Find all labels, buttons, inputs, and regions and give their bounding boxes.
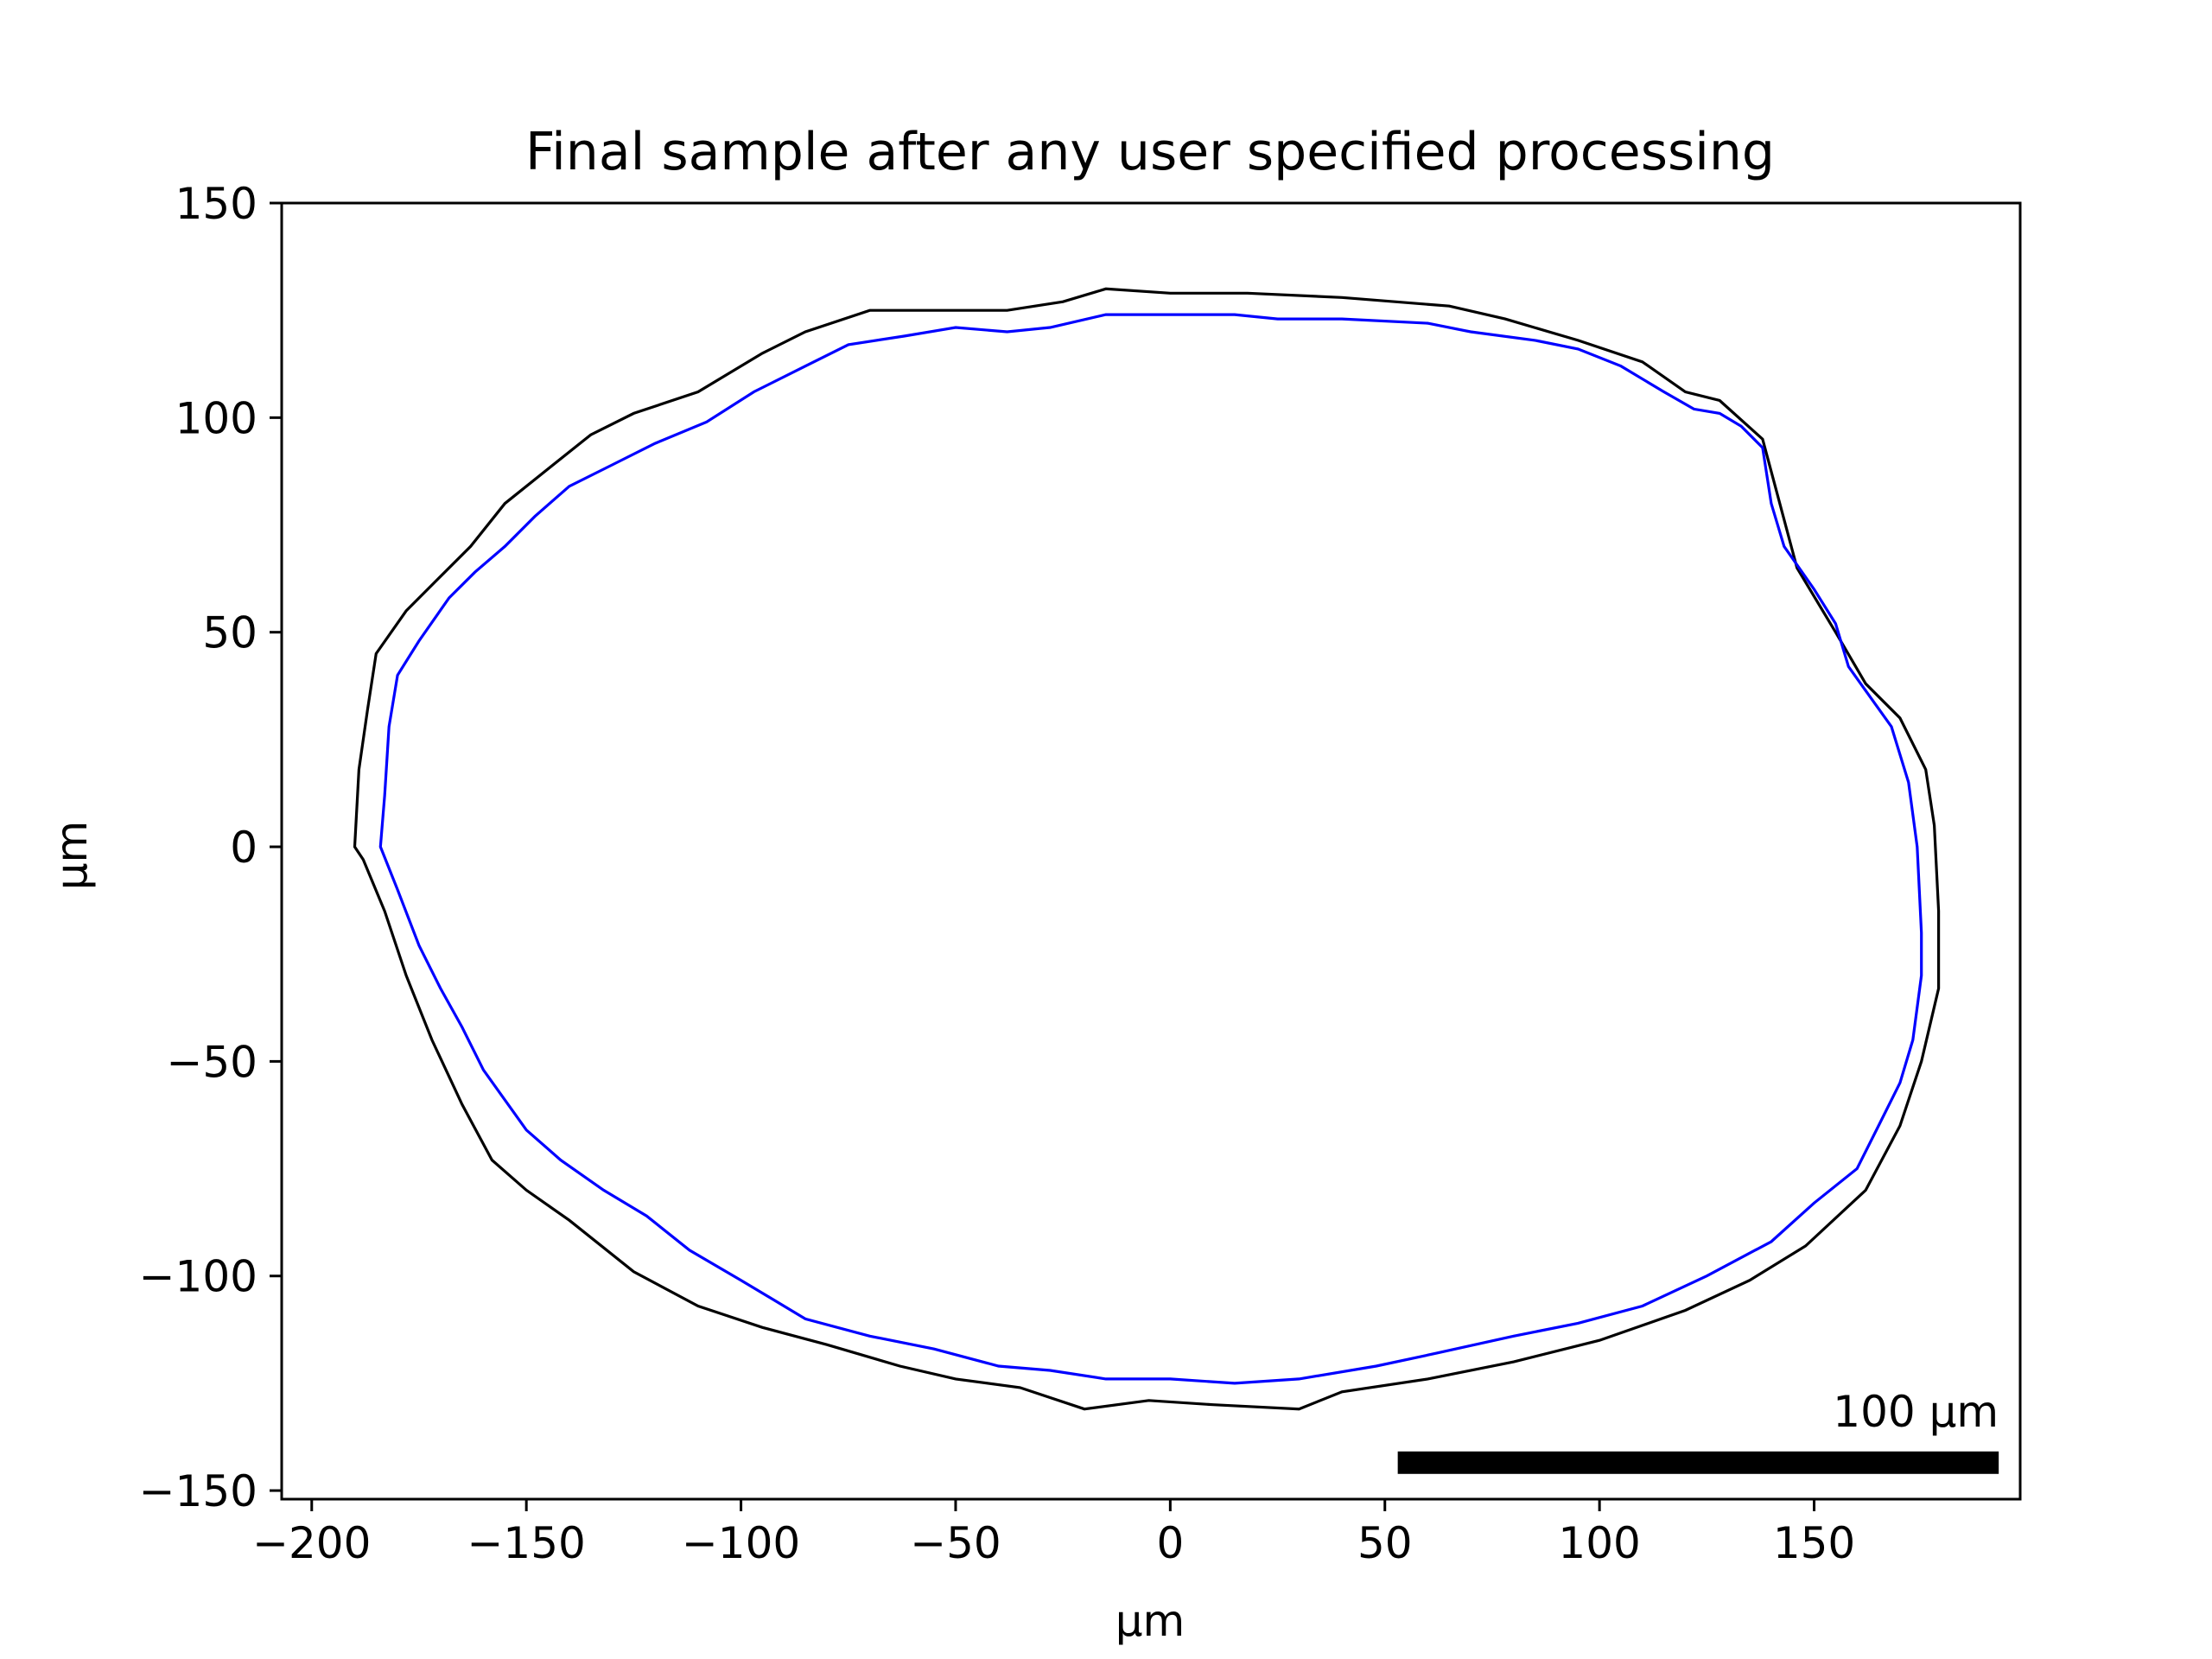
x-tick-label: 150 <box>1773 1518 1855 1568</box>
x-tick-label: 50 <box>1357 1518 1413 1568</box>
y-tick-label: 100 <box>175 393 257 443</box>
x-tick-label: −50 <box>910 1518 1001 1568</box>
series-layer <box>353 287 1941 1411</box>
scale-bar: 100 µm <box>1397 1387 1999 1474</box>
x-tick-label: 0 <box>1156 1518 1184 1568</box>
x-tick-label: −150 <box>467 1518 585 1568</box>
y-axis-label: µm <box>47 821 97 891</box>
x-axis: −200 −150 −100 −50 0 50 100 150 <box>252 1499 1855 1568</box>
x-tick-label: −100 <box>682 1518 800 1568</box>
series-contour-0 <box>353 287 1941 1411</box>
scale-bar-rect <box>1397 1451 1999 1474</box>
y-tick-label: 0 <box>230 823 257 873</box>
x-axis-label: µm <box>1116 1596 1185 1646</box>
plot-frame <box>280 201 2022 1501</box>
x-tick-label: 100 <box>1558 1518 1640 1568</box>
series-contour-1 <box>378 313 1923 1385</box>
y-axis: 150 100 50 0 −50 −100 −150 <box>139 179 282 1516</box>
y-tick-label: 50 <box>202 608 257 658</box>
y-tick-label: −50 <box>166 1037 257 1087</box>
scale-bar-label: 100 µm <box>1833 1387 1999 1437</box>
y-tick-label: 150 <box>175 179 257 229</box>
y-tick-label: −100 <box>139 1252 257 1302</box>
chart-title: Final sample after any user specified pr… <box>525 122 1775 182</box>
x-tick-label: −200 <box>252 1518 371 1568</box>
y-tick-label: −150 <box>139 1466 257 1516</box>
